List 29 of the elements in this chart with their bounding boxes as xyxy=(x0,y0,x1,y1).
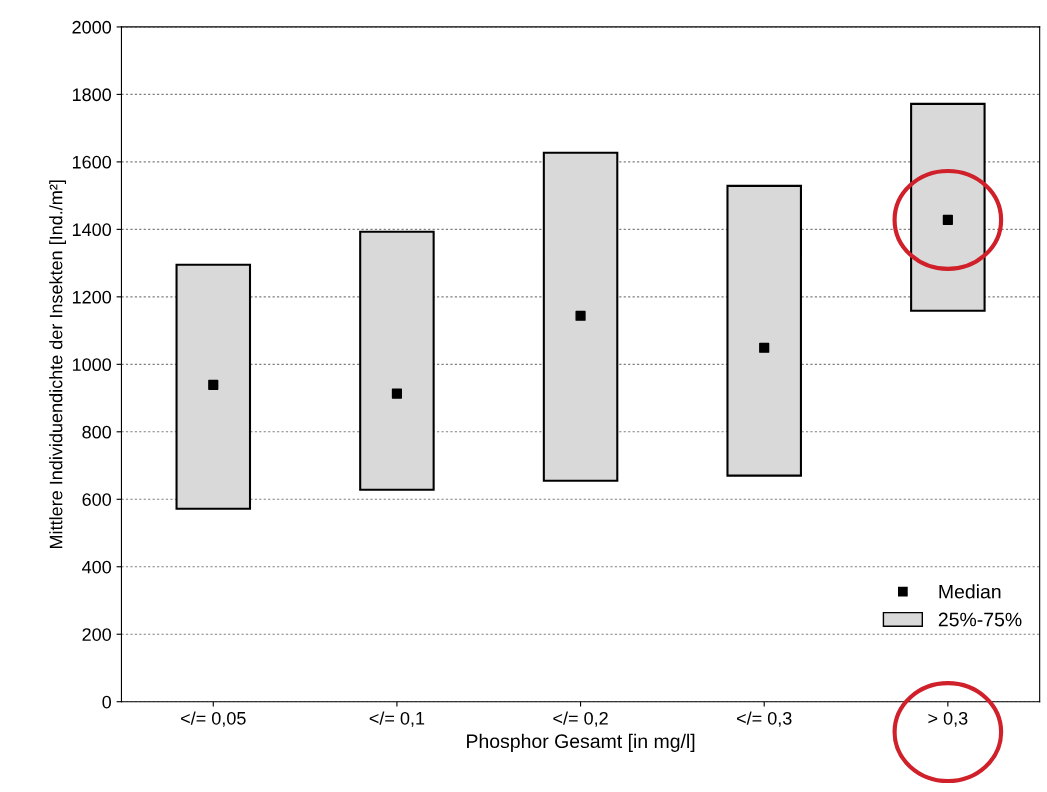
y-tick-label: 1400 xyxy=(72,223,112,237)
point xyxy=(759,342,770,353)
legend-label: Median xyxy=(939,584,1001,599)
y-tick-label: 800 xyxy=(82,425,112,439)
point xyxy=(391,388,403,399)
y-tick-label: 600 xyxy=(82,493,112,506)
bar xyxy=(726,184,802,477)
x-tick-label: </= 0,3 xyxy=(736,711,792,727)
point xyxy=(575,310,586,321)
y-tick-label: 400 xyxy=(82,560,112,574)
y-tick-label: 2000 xyxy=(72,20,112,34)
y-tick-label: 1800 xyxy=(72,88,112,102)
point xyxy=(208,379,219,390)
bar xyxy=(175,263,252,510)
y-tick-label: 0 xyxy=(102,695,112,709)
y-tick-label: 1200 xyxy=(72,290,112,304)
x-tick-label: </= 0,05 xyxy=(181,711,246,727)
x-axis-title: Phosphor Gesamt [in mg/l] xyxy=(467,733,695,752)
bar xyxy=(910,102,986,312)
bar xyxy=(359,230,435,491)
y-tick-label: 1000 xyxy=(72,358,112,372)
y-axis-title: Mittlere Individuendichte der Insekten [Ind./m²] xyxy=(49,180,67,548)
x-tick-label: > 0,3 xyxy=(928,711,968,727)
y-tick-label: 1600 xyxy=(72,155,112,169)
x-tick-label: </= 0,2 xyxy=(553,711,608,727)
y-tick-label: 200 xyxy=(82,628,112,641)
x-tick-label: </= 0,1 xyxy=(369,711,425,727)
bar xyxy=(542,151,619,482)
legend-label: 25%-75% xyxy=(938,612,1022,627)
